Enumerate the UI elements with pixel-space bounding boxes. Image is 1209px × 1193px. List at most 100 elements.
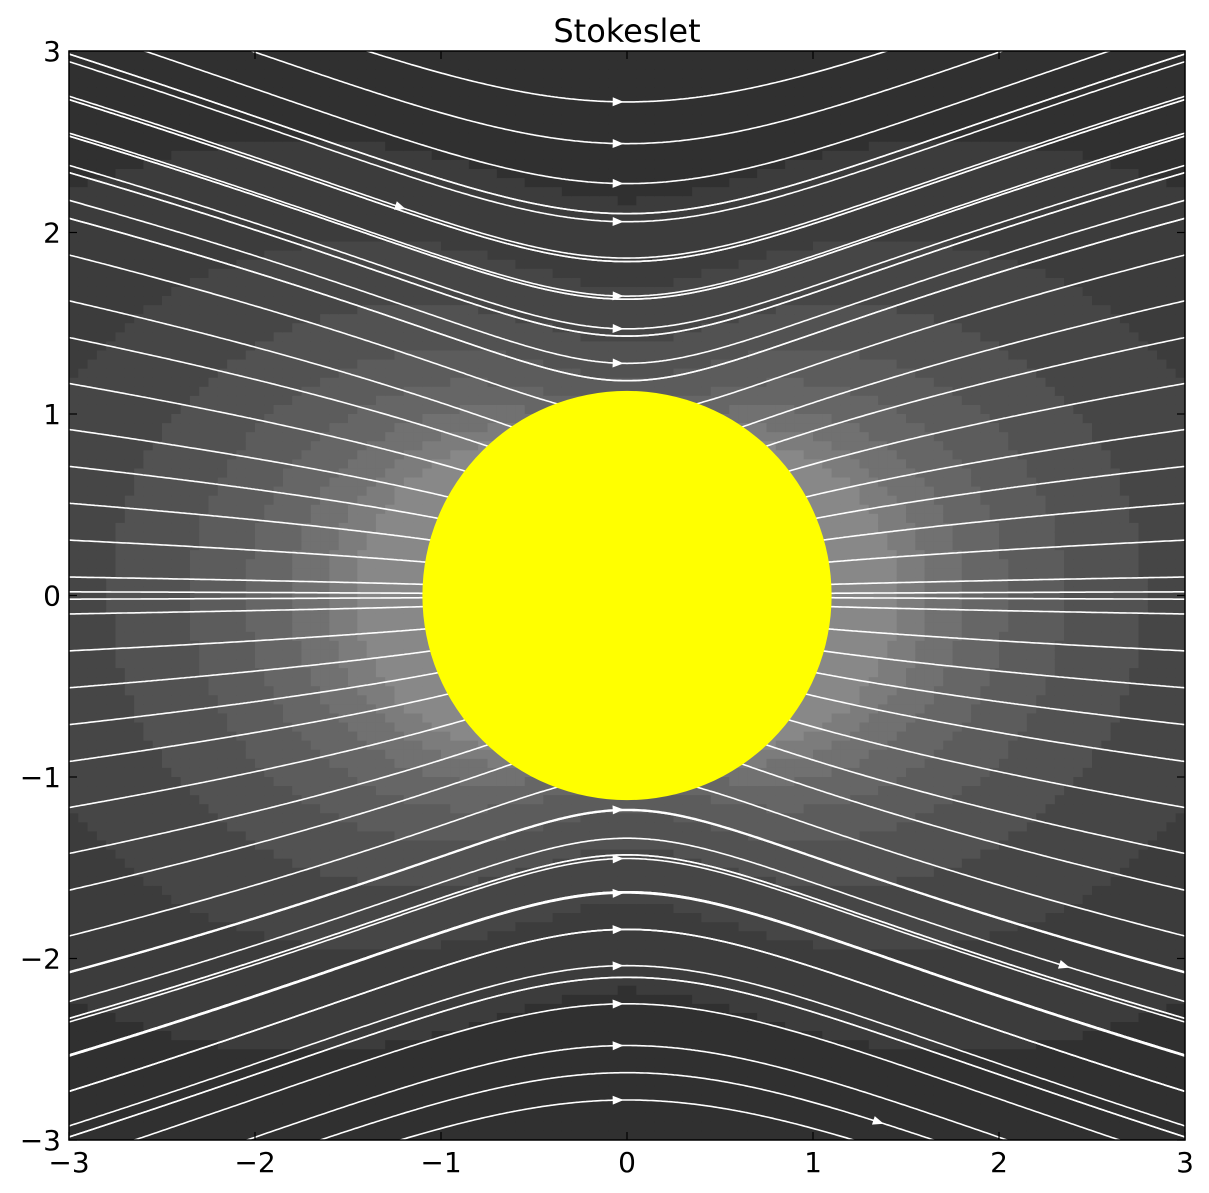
contour-cell <box>124 695 135 705</box>
contour-cell <box>180 967 191 978</box>
contour-cell <box>189 1103 200 1114</box>
contour-cell <box>69 332 79 342</box>
contour-cell <box>385 341 396 352</box>
contour-cell <box>78 795 89 805</box>
contour-cell <box>357 377 368 388</box>
contour-cell <box>431 677 442 687</box>
contour-cell <box>171 404 182 415</box>
contour-cell <box>385 1022 396 1032</box>
contour-cell <box>357 631 368 642</box>
contour-cell <box>199 386 210 397</box>
contour-cell <box>134 214 144 225</box>
contour-cell <box>273 1076 284 1087</box>
contour-cell <box>301 541 312 551</box>
contour-cell <box>115 758 126 769</box>
contour-cell <box>348 1094 358 1105</box>
contour-cell <box>180 1067 191 1078</box>
contour-cell <box>162 486 172 497</box>
contour-cell <box>208 604 219 615</box>
contour-cell <box>282 214 293 225</box>
contour-cell <box>227 1022 237 1032</box>
contour-cell <box>403 586 414 597</box>
contour-cell <box>236 522 247 533</box>
contour-cell <box>273 250 284 261</box>
contour-cell <box>348 713 358 724</box>
contour-cell <box>264 631 275 642</box>
contour-cell <box>310 69 321 79</box>
contour-cell <box>264 477 275 488</box>
contour-cell <box>106 894 117 905</box>
contour-cell <box>413 994 423 1005</box>
contour-cell <box>357 550 368 560</box>
contour-cell <box>152 450 163 460</box>
contour-cell <box>282 1003 293 1014</box>
contour-cell <box>96 595 107 606</box>
contour-cell <box>329 404 340 415</box>
contour-cell <box>171 967 182 978</box>
contour-cell <box>78 259 89 270</box>
contour-cell <box>301 178 312 188</box>
contour-cell <box>245 1103 256 1114</box>
contour-cell <box>208 976 219 987</box>
contour-cell <box>162 867 172 878</box>
contour-cell <box>124 277 135 288</box>
contour-cell <box>255 51 265 61</box>
contour-cell <box>87 277 98 288</box>
contour-cell <box>413 940 423 951</box>
contour-cell <box>124 804 135 814</box>
contour-cell <box>180 232 191 243</box>
contour-cell <box>431 495 442 506</box>
contour-cell <box>171 522 182 533</box>
contour-cell <box>180 168 191 179</box>
contour-cell <box>375 831 386 842</box>
contour-cell <box>441 713 451 724</box>
contour-cell <box>385 132 396 143</box>
contour-cell <box>78 150 89 161</box>
contour-cell <box>301 640 312 651</box>
contour-cell <box>329 314 340 324</box>
contour-cell <box>366 1003 377 1014</box>
contour-cell <box>124 441 135 451</box>
contour-cell <box>171 958 182 969</box>
contour-cell <box>385 840 396 851</box>
contour-cell <box>329 1012 340 1023</box>
contour-cell <box>366 1022 377 1032</box>
contour-cell <box>143 622 154 633</box>
contour-cell <box>385 1076 396 1087</box>
contour-cell <box>124 958 135 969</box>
contour-cell <box>394 441 405 451</box>
contour-cell <box>264 504 275 515</box>
contour-cell <box>180 513 191 524</box>
contour-cell <box>441 468 451 479</box>
contour-cell <box>320 1003 330 1014</box>
contour-cell <box>357 613 368 624</box>
contour-cell <box>329 894 340 905</box>
contour-cell <box>357 150 368 161</box>
contour-cell <box>199 1103 210 1114</box>
contour-cell <box>338 613 349 624</box>
contour-cell <box>320 187 330 197</box>
contour-cell <box>264 813 275 823</box>
contour-cell <box>162 622 172 633</box>
contour-cell <box>217 268 228 279</box>
contour-cell <box>375 1076 386 1087</box>
contour-cell <box>338 1076 349 1087</box>
contour-cell <box>96 1049 107 1059</box>
contour-cell <box>320 87 330 97</box>
contour-cell <box>171 731 182 742</box>
contour-cell <box>106 495 117 506</box>
contour-cell <box>96 822 107 833</box>
contour-cell <box>413 1121 423 1132</box>
contour-cell <box>394 568 405 578</box>
contour-cell <box>357 178 368 188</box>
contour-cell <box>301 613 312 624</box>
contour-cell <box>413 786 423 796</box>
contour-cell <box>69 858 79 869</box>
contour-cell <box>264 777 275 787</box>
contour-cell <box>69 441 79 451</box>
contour-cell <box>199 314 210 324</box>
contour-cell <box>217 513 228 524</box>
contour-cell <box>255 114 265 125</box>
contour-cell <box>134 350 144 361</box>
contour-cell <box>301 1022 312 1032</box>
